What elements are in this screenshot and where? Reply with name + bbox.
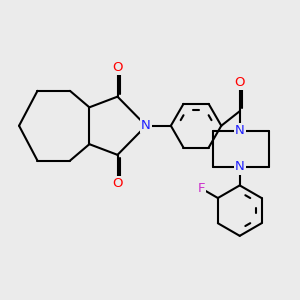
- Text: N: N: [235, 124, 244, 137]
- Text: F: F: [197, 182, 205, 195]
- Text: N: N: [141, 119, 151, 132]
- Text: O: O: [235, 76, 245, 88]
- Text: O: O: [112, 61, 123, 74]
- Text: O: O: [112, 177, 123, 190]
- Text: N: N: [235, 160, 244, 173]
